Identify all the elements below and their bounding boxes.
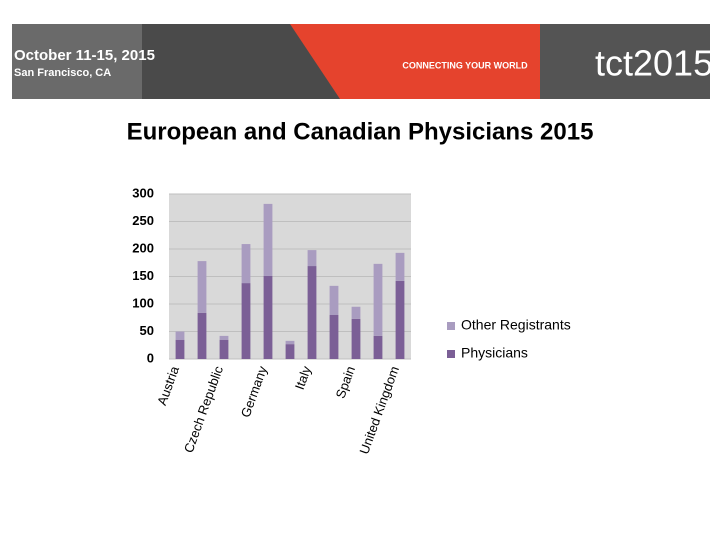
- x-tick-label: Austria: [154, 363, 182, 407]
- y-tick-label: 100: [132, 295, 154, 310]
- bar-segment: [329, 285, 339, 315]
- y-tick-label: 250: [132, 213, 154, 228]
- chart-title: European and Canadian Physicians 2015: [127, 118, 594, 145]
- bar-segment: [263, 203, 273, 276]
- y-tick-label: 200: [132, 240, 154, 255]
- bar-segment: [373, 335, 383, 359]
- legend-label: Physicians: [461, 345, 528, 361]
- legend-swatch: [447, 322, 455, 330]
- y-tick-label: 50: [140, 323, 154, 338]
- bar-segment: [175, 331, 185, 340]
- bar-segment: [351, 306, 361, 319]
- bar-segment: [175, 339, 185, 359]
- x-tick-label: Spain: [333, 364, 358, 400]
- bar-segment: [197, 312, 207, 359]
- bar-segment: [197, 261, 207, 313]
- banner-location: San Francisco, CA: [14, 67, 111, 79]
- bar-segment: [373, 263, 383, 336]
- y-tick-label: 0: [147, 350, 154, 365]
- bar-segment: [395, 252, 405, 281]
- banner-dates: October 11-15, 2015: [14, 47, 155, 64]
- bar-segment: [307, 250, 317, 267]
- banner-logo: tct2015: [595, 43, 713, 84]
- bar-segment: [395, 280, 405, 359]
- bar-segment: [285, 340, 295, 345]
- x-tick-label: United Kingdom: [356, 364, 402, 456]
- bar-segment: [307, 266, 317, 359]
- bar-segment: [263, 275, 273, 359]
- bar-segment: [351, 318, 361, 359]
- y-tick-label: 150: [132, 268, 154, 283]
- x-tick-label: Germany: [238, 364, 271, 420]
- legend-label: Other Registrants: [461, 317, 571, 333]
- banner-accent: [290, 24, 390, 99]
- banner-tagline: CONNECTING YOUR WORLD: [402, 60, 528, 70]
- banner-photo: [12, 24, 142, 99]
- bar-segment: [241, 283, 251, 359]
- x-tick-label: Italy: [292, 364, 314, 392]
- legend-swatch: [447, 350, 455, 358]
- y-tick-label: 300: [132, 185, 154, 200]
- banner-accent: [390, 24, 540, 99]
- bar-segment: [329, 315, 339, 359]
- bar-segment: [241, 244, 251, 284]
- bar-segment: [219, 335, 229, 340]
- bar-segment: [285, 344, 295, 359]
- banner-logo-bg: [540, 24, 710, 99]
- x-tick-label: Czech Republic: [181, 364, 226, 455]
- bar-segment: [219, 339, 229, 359]
